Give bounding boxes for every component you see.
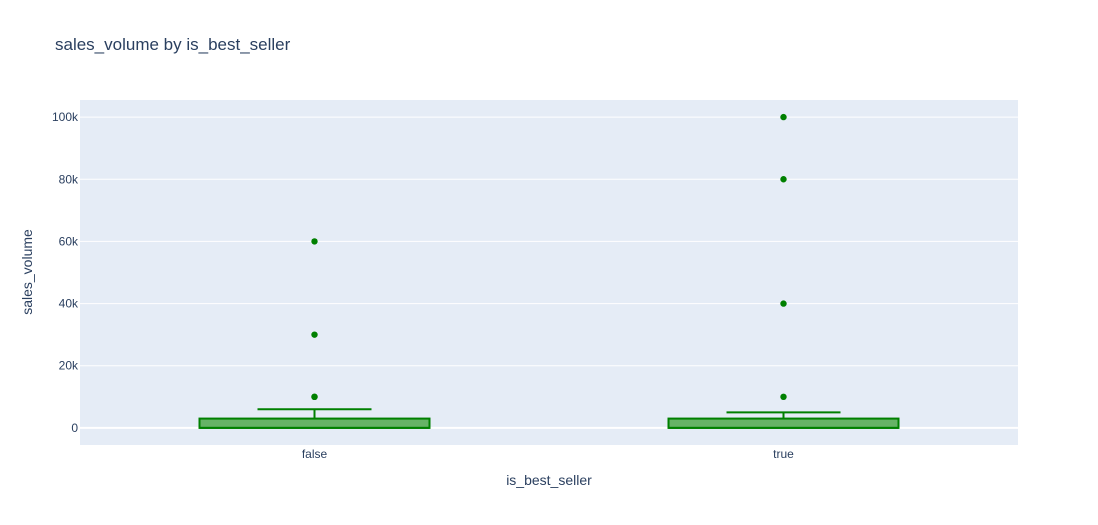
y-tick-label: 60k [59,234,79,248]
y-tick-label: 100k [52,110,79,124]
chart-title: sales_volume by is_best_seller [55,35,291,54]
y-tick-label: 0 [71,421,78,435]
x-axis-title: is_best_seller [506,472,592,488]
y-axis-title: sales_volume [19,229,35,315]
y-axis-ticks: 0 20k 40k 60k 80k 100k [52,110,79,435]
outlier-point [311,393,318,401]
outlier-point [311,238,318,245]
box-iqr [198,417,431,429]
y-tick-label: 80k [59,172,79,186]
boxes [198,408,900,429]
x-tick-label: true [773,447,794,461]
outliers [311,113,787,401]
outlier-point [780,300,787,307]
outlier-point [780,113,787,121]
box-iqr [667,417,900,429]
x-axis-ticks: false true [302,447,794,461]
y-tick-label: 40k [59,297,79,311]
outlier-point [780,393,787,401]
plot-area [80,100,1018,445]
outlier-point [311,331,318,338]
outlier-point [780,176,787,183]
y-tick-label: 20k [59,359,79,373]
x-tick-label: false [302,447,328,461]
